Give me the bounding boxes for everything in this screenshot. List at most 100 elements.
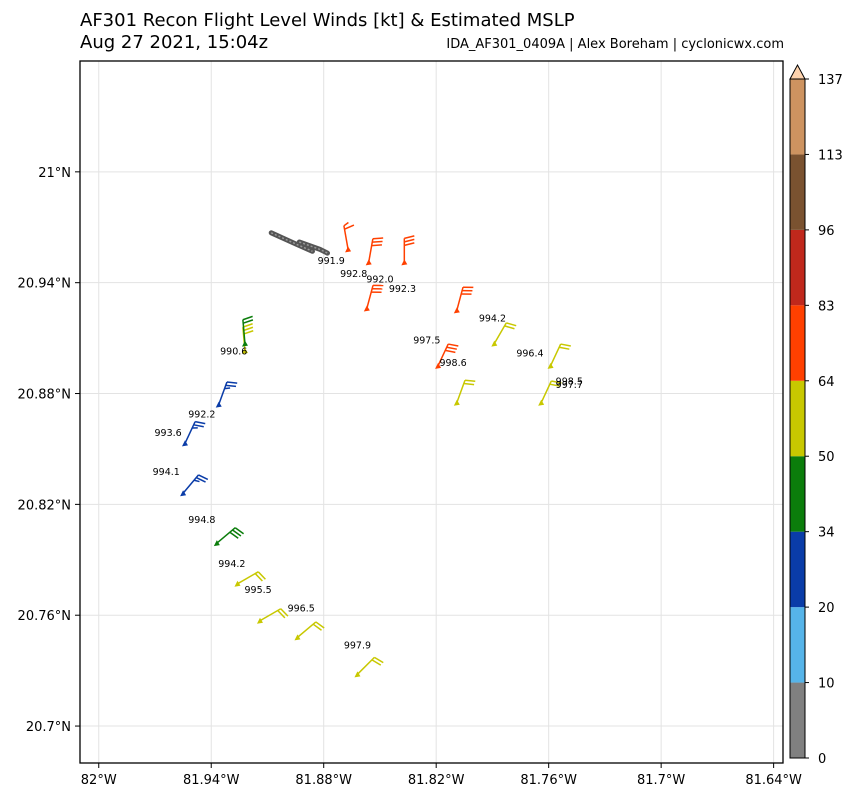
barb-base-marker xyxy=(215,401,222,408)
wind-barb xyxy=(538,380,562,406)
pressure-label: 994.2 xyxy=(218,559,245,570)
barb-staff xyxy=(356,656,375,675)
x-tick-label: 81.7°W xyxy=(637,773,685,788)
barb-base-marker xyxy=(241,340,248,347)
colorbar-extend-arrow xyxy=(789,63,806,80)
barb-feather xyxy=(404,238,415,243)
barb-feather xyxy=(445,349,456,354)
pressure-label: 994.8 xyxy=(188,515,215,526)
barb-base-marker xyxy=(363,305,370,312)
wind-barb xyxy=(180,474,209,497)
barb-feather xyxy=(549,383,561,387)
colorbar-tick-label: 83 xyxy=(818,299,835,314)
x-tick-label: 81.64°W xyxy=(745,773,802,788)
colorbar: 0 10 20 34 50 64 83 96 113 137 xyxy=(789,63,843,767)
barb-feather xyxy=(344,224,355,230)
barb-feather xyxy=(195,476,206,483)
barb-feather xyxy=(280,608,289,617)
barb-feather xyxy=(464,379,476,383)
pressure-label: 992.2 xyxy=(188,410,215,421)
barb-feather xyxy=(372,237,384,240)
chart-title: AF301 Recon Flight Level Winds [kt] & Es… xyxy=(80,10,575,31)
barb-base-marker xyxy=(213,540,220,547)
barb-feather xyxy=(448,343,459,347)
barb-staff xyxy=(343,225,349,250)
barb-base-marker xyxy=(365,259,372,266)
barb-feather xyxy=(193,479,200,483)
pressure-label: 994.2 xyxy=(479,313,506,324)
barb-feather xyxy=(226,381,238,384)
barb-staff xyxy=(242,319,246,344)
barb-base-marker xyxy=(453,307,460,314)
x-tick-label: 81.76°W xyxy=(520,773,577,788)
colorbar-tick-label: 0 xyxy=(818,752,826,767)
pressure-label: 996.4 xyxy=(516,349,543,360)
barb-feather xyxy=(234,527,245,535)
wind-barb xyxy=(354,656,384,678)
grid-lines xyxy=(80,61,783,763)
y-tick-label: 20.88°N xyxy=(18,388,71,403)
barb-staff xyxy=(237,571,259,585)
barb-feather xyxy=(551,380,562,384)
colorbar-tick-label: 34 xyxy=(818,526,835,541)
x-tick-label: 81.88°W xyxy=(295,773,352,788)
wind-barb xyxy=(547,343,571,369)
colorbar-tick-label: 113 xyxy=(818,148,843,163)
barb-feather xyxy=(257,571,266,580)
pressure-label: 996.5 xyxy=(288,604,315,615)
barb-staff xyxy=(493,322,507,345)
barb-staff xyxy=(456,379,466,404)
wind-barb xyxy=(256,608,289,624)
wind-barb xyxy=(213,527,245,547)
barb-base-marker xyxy=(234,580,241,587)
chart-subtitle: Aug 27 2021, 15:04z xyxy=(80,32,269,53)
barb-base-marker xyxy=(354,671,361,678)
pressure-label: 991.9 xyxy=(318,256,345,267)
barb-base-marker xyxy=(538,399,545,406)
barb-base-marker xyxy=(345,246,352,253)
pressure-label: 998.6 xyxy=(439,358,466,369)
barb-feather xyxy=(224,387,231,390)
island-detail xyxy=(270,232,313,252)
wind-barbs xyxy=(180,221,571,678)
y-tick-label: 20.94°N xyxy=(18,277,71,292)
wind-barb xyxy=(181,420,206,447)
wind-barb xyxy=(453,286,474,314)
barb-feather xyxy=(371,244,382,247)
pressure-label: 992.3 xyxy=(389,284,416,295)
barb-staff xyxy=(540,380,552,404)
pressure-label: 998.5 xyxy=(556,376,583,387)
barb-feather xyxy=(446,346,457,350)
colorbar-segment xyxy=(790,682,805,758)
barb-staff xyxy=(218,381,228,405)
barb-feather xyxy=(243,330,254,335)
barb-staff xyxy=(296,621,317,638)
pressure-label: 995.5 xyxy=(244,585,271,596)
colorbar-segment xyxy=(790,305,805,381)
wind-barb xyxy=(401,235,415,266)
barb-feather xyxy=(193,424,204,428)
barb-staff xyxy=(366,285,374,309)
barb-feather xyxy=(463,382,475,386)
y-tick-label: 20.7°N xyxy=(26,720,71,735)
colorbar-segment xyxy=(790,154,805,230)
wind-barb xyxy=(491,322,517,347)
barb-base-marker xyxy=(547,362,554,369)
barb-staff xyxy=(456,287,464,311)
colorbar-frame xyxy=(789,78,806,759)
barb-feather xyxy=(374,656,384,664)
colorbar-segment xyxy=(790,380,805,457)
barb-feather xyxy=(372,240,383,243)
barb-feather xyxy=(194,420,206,425)
barb-base-marker xyxy=(491,340,498,347)
barb-staff xyxy=(549,343,562,367)
barb-base-marker xyxy=(181,440,188,447)
barb-feather xyxy=(343,221,349,227)
wind-barb xyxy=(294,621,325,641)
barb-feather xyxy=(242,315,253,321)
barb-base-marker xyxy=(294,634,301,641)
x-tick-label: 81.82°W xyxy=(408,773,465,788)
y-axis-ticks: 21°N 20.94°N 20.88°N 20.82°N 20.76°N 20.7°N xyxy=(18,166,80,735)
